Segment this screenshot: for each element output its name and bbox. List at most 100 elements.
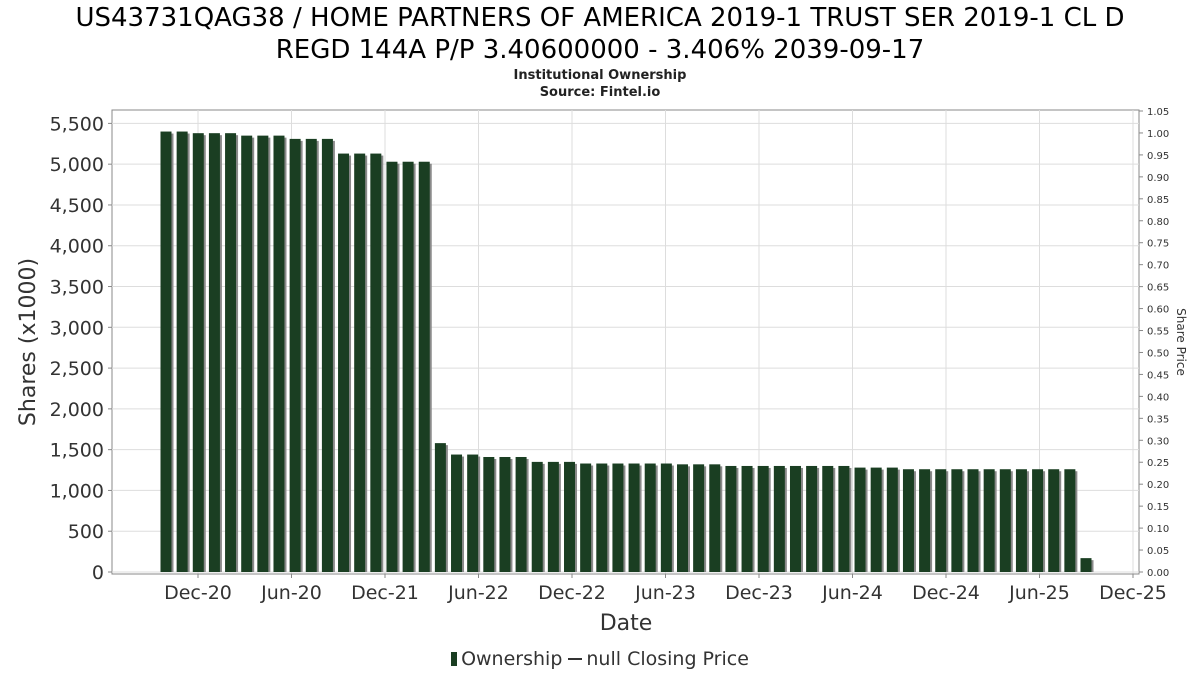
ownership-bar <box>434 443 446 572</box>
ownership-bar <box>773 465 785 572</box>
y-tick-label: 5,000 <box>50 154 104 176</box>
y-tick-label: 3,500 <box>50 277 104 299</box>
y-tick-label: 500 <box>68 521 104 543</box>
y-tick-label: 1,000 <box>50 480 104 502</box>
ownership-bar <box>709 464 721 572</box>
ownership-bar <box>644 463 656 572</box>
y2-tick-label: 0.35 <box>1147 414 1169 425</box>
ownership-bar <box>886 467 898 572</box>
ownership-bar <box>983 469 995 572</box>
ownership-bar <box>596 463 608 572</box>
y2-tick-label: 0.00 <box>1147 568 1169 579</box>
ownership-bar <box>612 463 624 572</box>
y-tick-label: 0 <box>92 562 104 584</box>
ownership-bar <box>935 469 947 572</box>
x-axis-label: Date <box>600 611 653 636</box>
x-tick-label: Jun-25 <box>1008 582 1070 604</box>
y2-tick-label: 0.85 <box>1147 195 1169 206</box>
ownership-bar <box>838 465 850 572</box>
ownership-bar <box>208 133 220 572</box>
ownership-bar <box>870 467 882 572</box>
y2-tick-label: 1.00 <box>1147 129 1169 140</box>
y2-tick-label: 0.75 <box>1147 239 1169 250</box>
ownership-bar <box>660 463 672 572</box>
y-axis-label: Shares (x1000) <box>16 258 41 426</box>
ownership-bar <box>789 465 801 572</box>
x-axis: Dec-20 Jun-20 Dec-21 Jun-22 Dec-22 Jun-23 Dec-… <box>112 573 1167 604</box>
y-tick-label: 4,500 <box>50 195 104 217</box>
x-tick-label: Dec-23 <box>725 582 793 604</box>
ownership-bar <box>1015 469 1027 572</box>
y2-tick-label: 0.45 <box>1147 370 1169 381</box>
y2-tick-label: 0.25 <box>1147 458 1169 469</box>
ownership-bar <box>967 469 979 572</box>
ownership-bar <box>338 153 350 572</box>
y-tick-label: 3,000 <box>50 317 104 339</box>
y2-tick-label: 1.05 <box>1147 107 1169 118</box>
y2-axis-label: Share Price <box>1174 308 1188 376</box>
y-axis: 0 500 1,000 1,500 2,000 2,500 3,000 3,500 4,000 4… <box>50 113 112 584</box>
chart-source: Source: Fintel.io <box>539 85 661 100</box>
chart-subtitle: Institutional Ownership <box>513 68 687 83</box>
ownership-bar <box>676 464 688 572</box>
y2-tick-label: 0.80 <box>1147 217 1169 228</box>
ownership-bar <box>370 153 382 572</box>
ownership-bar <box>273 135 285 572</box>
y2-tick-label: 0.40 <box>1147 392 1169 403</box>
ownership-bar <box>902 469 914 572</box>
y-tick-label: 1,500 <box>50 440 104 462</box>
chart-title-line-1: US43731QAG38 / HOME PARTNERS OF AMERICA … <box>75 3 1125 33</box>
y2-tick-label: 0.70 <box>1147 261 1169 272</box>
x-tick-label: Jun-24 <box>821 582 883 604</box>
ownership-bar <box>1064 469 1076 572</box>
ownership-bar <box>305 138 317 572</box>
y2-tick-label: 0.90 <box>1147 173 1169 184</box>
x-tick-label: Jun-20 <box>260 582 322 604</box>
chart-legend: Ownership null Closing Price <box>0 646 1200 672</box>
ownership-bar <box>321 138 333 572</box>
ownership-bar <box>693 464 705 572</box>
y-tick-label: 2,500 <box>50 358 104 380</box>
chart-title-line-2: REGD 144A P/P 3.40600000 - 3.406% 2039-0… <box>275 35 925 65</box>
y2-tick-label: 0.10 <box>1147 524 1169 535</box>
y-tick-label: 2,000 <box>50 399 104 421</box>
ownership-bar <box>951 469 963 572</box>
y2-tick-label: 0.95 <box>1147 151 1169 162</box>
y2-tick-label: 0.30 <box>1147 436 1169 447</box>
ownership-bar <box>257 135 269 572</box>
ownership-bar <box>1080 558 1092 572</box>
ownership-bar <box>386 161 398 572</box>
ownership-bar <box>402 161 414 572</box>
x-tick-label: Dec-22 <box>538 582 606 604</box>
x-tick-label: Dec-21 <box>351 582 419 604</box>
ownership-bar <box>580 463 592 572</box>
x-tick-label: Jun-23 <box>634 582 696 604</box>
ownership-bar <box>1048 469 1060 572</box>
ownership-bar <box>160 131 172 572</box>
price-legend-line <box>568 658 583 660</box>
y2-tick-label: 0.65 <box>1147 283 1169 294</box>
y2-tick-label: 0.60 <box>1147 305 1169 316</box>
y2-tick-label: 0.50 <box>1147 348 1169 359</box>
x-tick-label: Dec-20 <box>164 582 232 604</box>
legend-ownership-label: Ownership <box>461 648 563 670</box>
ownership-bar <box>289 138 301 572</box>
ownership-bar <box>176 131 188 572</box>
ownership-bar <box>467 454 479 572</box>
ownership-bar <box>515 456 527 572</box>
ownership-bar <box>806 465 818 572</box>
ownership-bar <box>225 133 237 572</box>
y2-tick-label: 0.05 <box>1147 546 1169 557</box>
ownership-bar <box>241 135 253 572</box>
x-tick-label: Dec-25 <box>1099 582 1167 604</box>
ownership-legend-swatch <box>451 652 458 666</box>
x-tick-label: Dec-24 <box>912 582 980 604</box>
ownership-bar <box>628 463 640 572</box>
ownership-bar <box>741 465 753 572</box>
ownership-bar <box>418 161 430 572</box>
ownership-bars <box>160 131 1094 572</box>
y2-axis: 0.00 0.05 0.10 0.15 0.20 0.25 0.30 0.35 0.40 0.45… <box>1139 107 1169 579</box>
y-tick-label: 5,500 <box>50 113 104 135</box>
x-tick-label: Jun-22 <box>447 582 509 604</box>
ownership-bar <box>919 469 931 572</box>
